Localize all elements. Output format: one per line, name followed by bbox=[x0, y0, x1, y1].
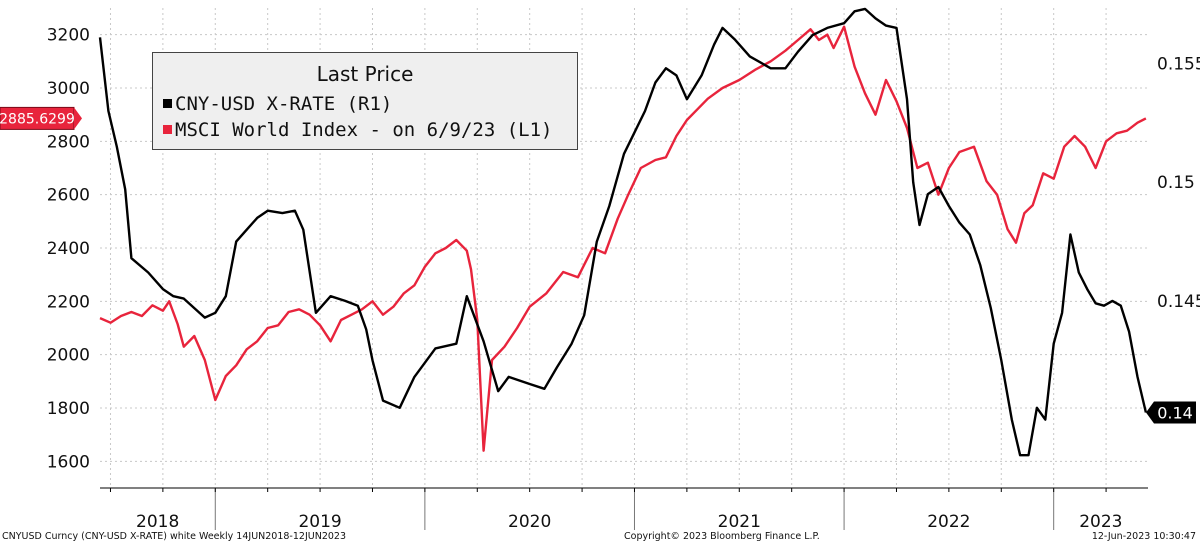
left-last-value-pointer bbox=[74, 107, 82, 130]
right-last-value-label: 0.14 bbox=[1157, 404, 1193, 423]
legend-title: Last Price bbox=[316, 62, 414, 86]
footer-source: CNYUSD Curncy (CNY-USD X-RATE) white Wee… bbox=[2, 531, 346, 542]
year-label: 2023 bbox=[1079, 512, 1122, 532]
left-tick-label: 3000 bbox=[47, 79, 90, 99]
right-tick-label: 0.15 bbox=[1157, 173, 1195, 193]
left-tick-label: 1600 bbox=[47, 452, 90, 472]
legend-swatch-black bbox=[163, 99, 172, 108]
legend-entry-cny-usd: CNY-USD X-RATE (R1) bbox=[163, 93, 392, 115]
year-label: 2019 bbox=[298, 512, 341, 532]
left-tick-label: 3200 bbox=[47, 26, 90, 46]
year-label: 2018 bbox=[136, 512, 179, 532]
right-axis-ticks: 0.155 0.15 0.145 bbox=[1157, 55, 1200, 312]
left-tick-label: 2600 bbox=[47, 186, 90, 206]
left-axis-ticks: 3200 3000 2800 2600 2400 2200 2000 1800 1600 bbox=[47, 26, 90, 473]
footer-copyright: Copyright© 2023 Bloomberg Finance L.P. bbox=[624, 531, 820, 542]
year-label: 2020 bbox=[508, 512, 551, 532]
series-line-cny-usd bbox=[98, 7, 1148, 457]
left-tick-label: 1800 bbox=[47, 399, 90, 419]
legend-label: CNY-USD X-RATE (R1) bbox=[175, 93, 393, 115]
right-last-value-box bbox=[1146, 401, 1196, 424]
year-labels: 2018 2019 2020 2021 2022 2023 bbox=[136, 512, 1122, 532]
left-tick-label: 2400 bbox=[47, 239, 90, 259]
year-label: 2022 bbox=[927, 512, 970, 532]
right-tick-label: 0.155 bbox=[1157, 55, 1200, 75]
legend-label: MSCI World Index - on 6/9/23 (L1) bbox=[175, 119, 553, 141]
legend: Last Price CNY-USD X-RATE (R1) MSCI Worl… bbox=[152, 52, 578, 150]
left-tick-label: 2800 bbox=[47, 132, 90, 152]
legend-swatch-red bbox=[163, 125, 172, 134]
left-tick-label: 2000 bbox=[47, 346, 90, 366]
year-dividers bbox=[109, 488, 1107, 530]
year-label: 2021 bbox=[718, 512, 761, 532]
right-tick-label: 0.145 bbox=[1157, 292, 1200, 312]
last-value-labels: 2885.6299 0.14 bbox=[0, 106, 1196, 424]
series-lines bbox=[98, 7, 1148, 457]
series-line-msci-world bbox=[99, 25, 1147, 452]
left-tick-label: 2200 bbox=[47, 292, 90, 312]
left-last-value-label: 2885.6299 bbox=[0, 111, 75, 127]
legend-entry-msci-world: MSCI World Index - on 6/9/23 (L1) bbox=[163, 119, 553, 141]
footer-timestamp: 12-Jun-2023 10:30:47 bbox=[1091, 531, 1196, 542]
